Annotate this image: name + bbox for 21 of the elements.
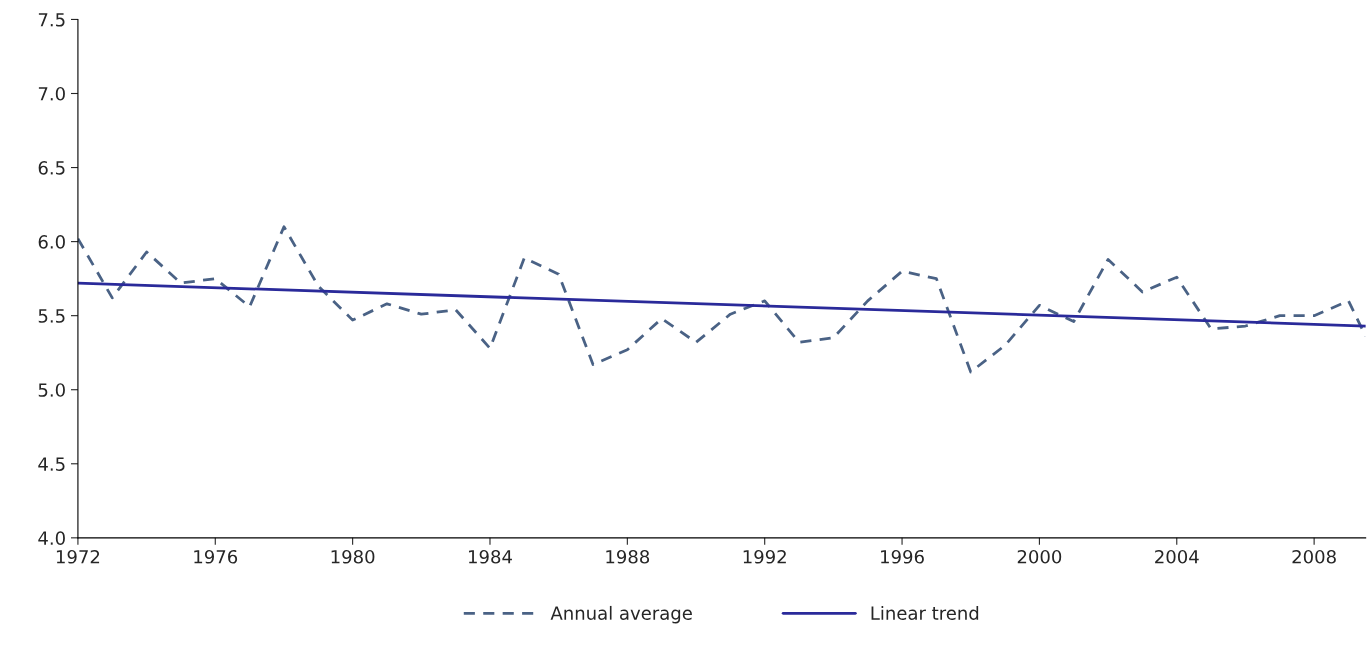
- y-tick-label: 6.5: [38, 161, 65, 175]
- x-tick-label: 1988: [606, 549, 650, 564]
- x-tick-label: 1996: [881, 549, 924, 564]
- y-tick-label: 7.0: [38, 86, 65, 101]
- y-tick-label: 5.0: [38, 383, 65, 397]
- x-tick-label: 2004: [1155, 549, 1199, 564]
- x-tick-label: 1980: [331, 549, 375, 564]
- x-tick-label: 2000: [1017, 549, 1062, 564]
- x-tick-label: 1992: [743, 549, 786, 564]
- x-tick-label: 1976: [194, 549, 238, 564]
- legend-label: Annual average: [550, 605, 692, 624]
- x-tick-label: 2008: [1292, 549, 1336, 564]
- y-tick-label: 4.0: [38, 531, 65, 545]
- y-tick-label: 5.5: [38, 309, 65, 323]
- line-series: [77, 225, 1366, 374]
- x-tick-label: 1972: [56, 549, 100, 564]
- y-tick-label: 6.0: [38, 235, 65, 249]
- x-tick-label: 1984: [469, 549, 512, 564]
- y-tick-label: 7.5: [38, 13, 65, 27]
- y-tick-label: 4.5: [38, 457, 65, 471]
- legend-label: Linear trend: [871, 605, 979, 620]
